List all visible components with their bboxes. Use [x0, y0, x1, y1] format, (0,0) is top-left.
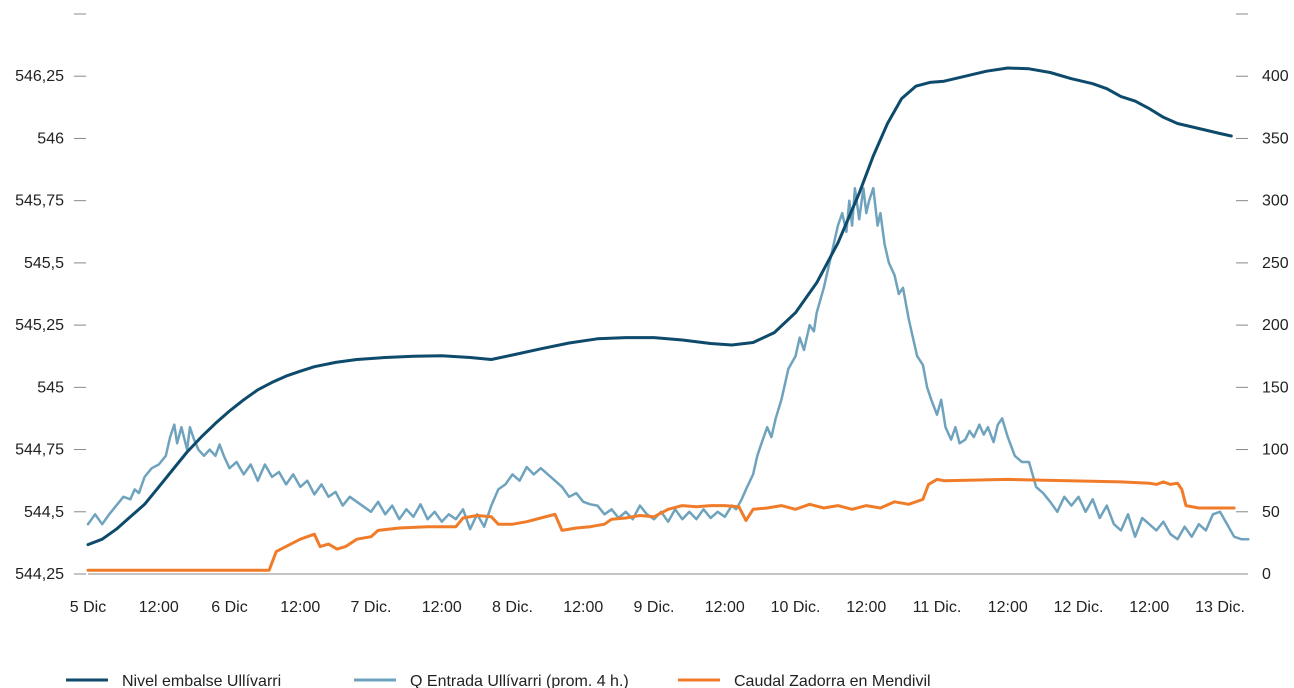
x-tick-label: 12:00 [846, 599, 886, 616]
left-y-tick-label: 546,25 [15, 68, 64, 85]
right-y-tick-label: 400 [1262, 68, 1289, 85]
x-tick-label: 12:00 [563, 599, 603, 616]
left-y-tick-label: 545,5 [24, 255, 64, 272]
x-tick-label: 12:00 [1129, 599, 1169, 616]
left-y-tick-label: 544,25 [15, 566, 64, 583]
series-line-q-entrada [86, 186, 1250, 541]
legend: Nivel embalse Ullívarri Q Entrada Ullíva… [66, 673, 931, 688]
x-tick-label: 11 Dic. [913, 599, 962, 616]
left-y-tick-label: 544,75 [15, 442, 64, 459]
left-y-tick-label: 545,75 [15, 193, 64, 210]
right-y-tick-label: 200 [1262, 317, 1289, 334]
x-tick-label: 12:00 [988, 599, 1028, 616]
right-y-tick-label: 150 [1262, 379, 1289, 396]
right-y-axis: 0 50 100 150 200 250 300 350 400 [1236, 13, 1289, 583]
series-line-nivel [86, 66, 1233, 547]
x-tick-label: 12 Dic. [1054, 599, 1104, 616]
x-tick-label: 12:00 [280, 599, 320, 616]
legend-item-q-entrada: Q Entrada Ullívarri (prom. 4 h.) [354, 673, 629, 688]
x-tick-label: 13 Dic. [1195, 599, 1245, 616]
legend-item-caudal: Caudal Zadorra en Mendivil [678, 673, 931, 688]
right-y-tick-label: 300 [1262, 193, 1289, 210]
legend-item-nivel: Nivel embalse Ullívarri [66, 673, 281, 688]
x-tick-label: 5 Dic [70, 599, 106, 616]
left-y-tick-label: 545 [37, 379, 64, 396]
x-tick-label: 12:00 [139, 599, 179, 616]
legend-label-caudal: Caudal Zadorra en Mendivil [734, 673, 931, 688]
right-y-tick-label: 350 [1262, 130, 1289, 147]
left-y-axis: 544,25 544,5 544,75 545 545,25 545,5 545,75 546… [15, 13, 86, 583]
x-tick-label: 6 Dic [211, 599, 247, 616]
right-y-tick-label: 100 [1262, 442, 1289, 459]
x-tick-label: 8 Dic. [492, 599, 533, 616]
x-tick-label: 12:00 [422, 599, 462, 616]
series-line-caudal [86, 477, 1236, 572]
left-y-tick-label: 546 [37, 130, 64, 147]
right-y-tick-label: 250 [1262, 255, 1289, 272]
legend-label-nivel: Nivel embalse Ullívarri [122, 673, 281, 688]
series-layer [86, 66, 1250, 572]
legend-label-q-entrada: Q Entrada Ullívarri (prom. 4 h.) [410, 673, 629, 688]
left-y-tick-label: 544,5 [24, 504, 64, 521]
x-tick-label: 9 Dic. [634, 599, 675, 616]
x-tick-label: 10 Dic. [771, 599, 821, 616]
x-tick-label: 7 Dic. [351, 599, 392, 616]
left-y-tick-label: 545,25 [15, 317, 64, 334]
right-y-tick-label: 0 [1262, 566, 1271, 583]
right-y-tick-label: 50 [1262, 504, 1280, 521]
x-tick-label: 12:00 [705, 599, 745, 616]
x-axis: 5 Dic 12:00 6 Dic 12:00 7 Dic. 12:00 8 Dic. 12:… [70, 599, 1245, 616]
